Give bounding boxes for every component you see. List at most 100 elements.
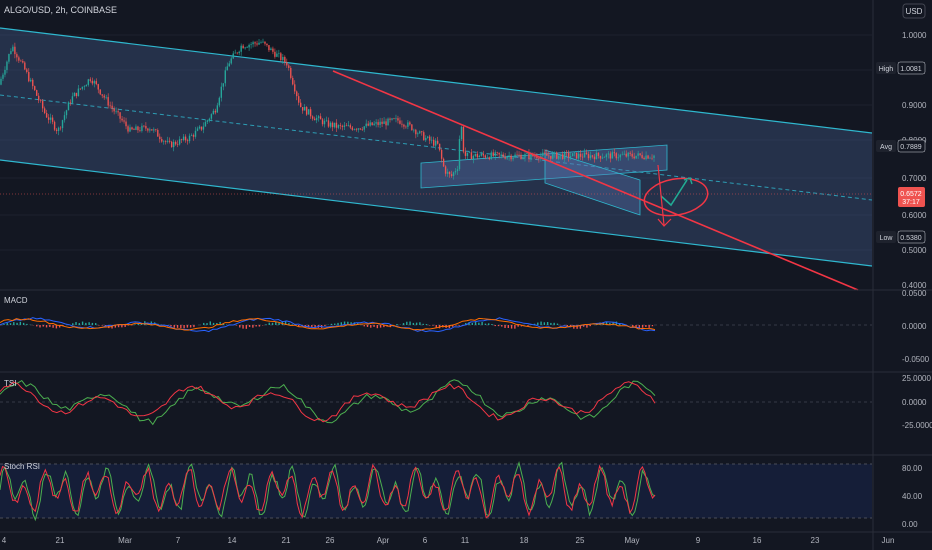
candle-body [550, 155, 552, 159]
highlight-circle[interactable] [641, 174, 710, 221]
macd-histogram-bar [45, 325, 48, 328]
candle-body [12, 46, 14, 52]
macd-title[interactable]: MACD [4, 296, 28, 305]
candle-body [361, 129, 363, 131]
macd-histogram-bar [504, 325, 506, 329]
candle-body [637, 153, 639, 156]
macd-histogram-bar [517, 325, 519, 327]
tsi-title[interactable]: TSI [4, 379, 16, 388]
candle-body [53, 121, 56, 130]
candle-body [323, 120, 326, 125]
candle-body [194, 130, 197, 137]
candle-body [597, 152, 600, 156]
down-arrow-drawing[interactable] [657, 164, 665, 226]
candle-body [363, 126, 365, 130]
candle-body [198, 126, 201, 129]
macd-histogram-bar [425, 324, 428, 325]
candle-body [369, 122, 371, 126]
candle-body [413, 129, 415, 131]
candle-body [526, 153, 528, 155]
macd-histogram-bar [363, 325, 365, 327]
downtrend-line[interactable] [332, 70, 859, 291]
candle-body [442, 158, 445, 167]
candle-body [301, 107, 304, 111]
macd-histogram-bar [537, 322, 539, 325]
candle-body [440, 150, 443, 159]
candle-body [407, 122, 409, 127]
time-tick: Jun [882, 536, 895, 545]
candle-body [256, 43, 258, 45]
macd-histogram-bar [203, 322, 205, 325]
macd-histogram-bar [432, 325, 434, 326]
candle-body [601, 157, 604, 159]
stoch-axis[interactable]: 80.00 40.00 0.00 [902, 464, 923, 529]
candle-body [494, 152, 496, 156]
candle-body [240, 45, 242, 52]
stoch-tick: 80.00 [902, 464, 923, 473]
candle-body [85, 84, 88, 87]
macd-histogram-bar [173, 325, 175, 328]
candle-body [528, 153, 530, 159]
candle-body [260, 42, 262, 43]
time-tick: Mar [118, 536, 132, 545]
last-price-tag [898, 187, 925, 207]
macd-histogram-bar [275, 321, 277, 325]
candle-body [264, 41, 266, 44]
time-tick: 23 [811, 536, 820, 545]
candle-body [204, 121, 207, 127]
descending-channel-box[interactable] [544, 149, 641, 216]
macd-histogram-bar [448, 325, 451, 329]
macd-histogram-bar [3, 324, 5, 325]
macd-histogram-bar [278, 322, 280, 325]
candle-body [250, 44, 252, 45]
candle-body [387, 118, 389, 126]
price-tick: 0.9000 [902, 101, 927, 110]
stoch-title[interactable]: Stoch RSI [4, 462, 40, 471]
macd-histogram-bar [465, 323, 467, 325]
macd-histogram-bar [376, 325, 379, 329]
candle-body [133, 129, 135, 130]
macd-histogram-bar [415, 322, 418, 325]
macd-histogram-bar [78, 323, 80, 325]
candle-body [500, 154, 502, 156]
candle-body [184, 136, 187, 141]
checkmark-drawing[interactable] [660, 179, 688, 207]
candle-body [81, 86, 84, 89]
macd-histogram-bar [55, 325, 58, 329]
time-axis[interactable]: 4 21 Mar 7 14 21 26 Apr 6 11 18 25 May 9… [2, 536, 895, 545]
macd-histogram-bar [26, 323, 28, 325]
candle-body [10, 51, 12, 54]
candle-body [327, 120, 330, 127]
channel-mid-line[interactable] [0, 94, 872, 201]
candle-body [0, 78, 2, 85]
symbol-title[interactable]: ALGO/USD, 2h, COINBASE [4, 5, 117, 15]
candle-body [351, 127, 354, 130]
candle-body [448, 171, 451, 175]
candle-body [307, 109, 310, 115]
candle-body [34, 86, 36, 91]
candle-body [474, 153, 477, 156]
candle-body [399, 120, 401, 124]
parallel-channel-box[interactable] [420, 144, 668, 189]
candle-body [583, 152, 586, 158]
channel-upper-line[interactable] [0, 27, 872, 134]
candle-body [2, 74, 4, 79]
tsi-axis[interactable]: 25.0000 0.0000 -25.0000 [902, 374, 932, 430]
candle-body [87, 79, 90, 85]
macd-histogram-bar [180, 325, 182, 328]
candle-body [161, 139, 163, 142]
time-tick: 4 [2, 536, 7, 545]
channel-lower-line[interactable] [0, 159, 872, 267]
candle-body [486, 157, 488, 159]
macd-histogram-bar [91, 322, 94, 325]
candle-body [405, 126, 407, 128]
candle-body [613, 152, 616, 154]
candle-body [157, 130, 159, 137]
candle-body [77, 88, 80, 97]
macd-axis[interactable]: 0.0500 0.0000 -0.0500 [902, 289, 930, 364]
currency-button[interactable] [902, 3, 926, 19]
candle-body [174, 141, 177, 145]
macd-histogram-bar [589, 325, 591, 327]
candle-body [349, 125, 352, 128]
